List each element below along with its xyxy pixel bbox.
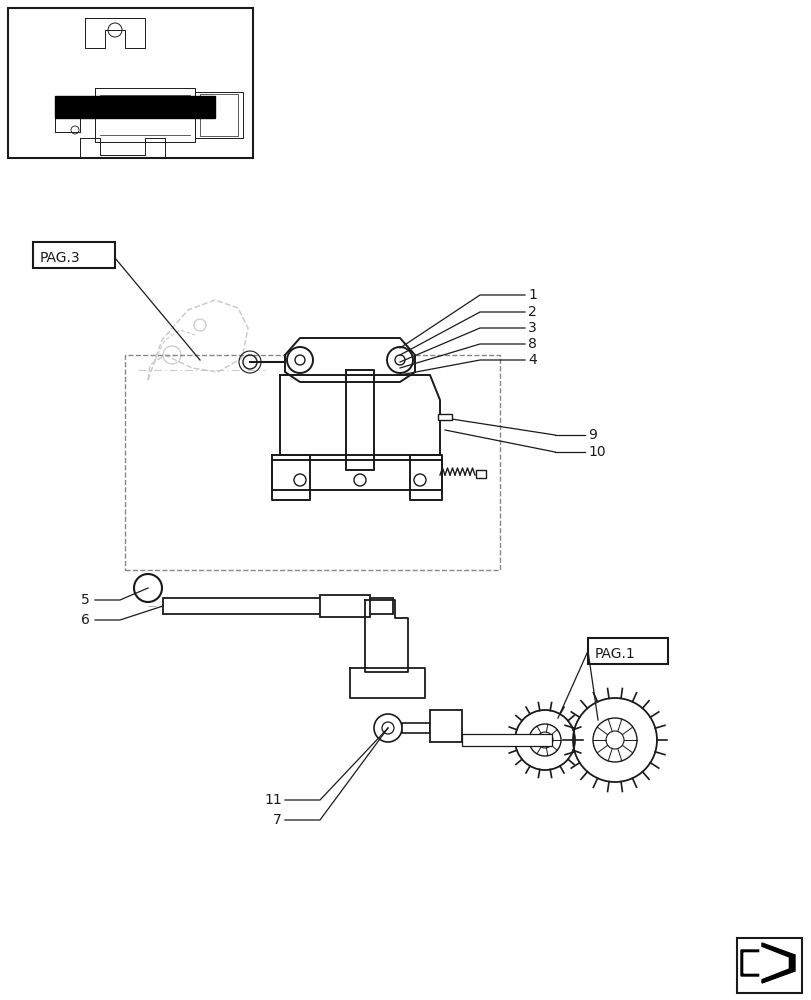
Text: 3: 3 xyxy=(527,321,536,335)
Bar xyxy=(163,598,393,614)
Bar xyxy=(430,710,461,742)
Text: 5: 5 xyxy=(81,593,90,607)
Polygon shape xyxy=(345,370,374,470)
Polygon shape xyxy=(272,460,441,490)
Bar xyxy=(8,8,253,158)
Text: 6: 6 xyxy=(81,613,90,627)
Polygon shape xyxy=(410,455,441,500)
Bar xyxy=(461,734,551,746)
Text: 9: 9 xyxy=(587,428,596,442)
Text: 7: 7 xyxy=(273,813,281,827)
Bar xyxy=(320,595,370,617)
Bar xyxy=(736,938,801,993)
Text: 2: 2 xyxy=(527,305,536,319)
Polygon shape xyxy=(365,600,407,672)
Bar xyxy=(200,94,238,136)
Text: PAG.3: PAG.3 xyxy=(40,251,80,265)
Bar xyxy=(587,638,667,664)
Bar xyxy=(55,96,215,118)
Text: 10: 10 xyxy=(587,445,605,459)
Polygon shape xyxy=(272,455,310,500)
Text: 11: 11 xyxy=(264,793,281,807)
Bar xyxy=(33,242,115,268)
Polygon shape xyxy=(285,338,414,382)
Polygon shape xyxy=(280,375,440,455)
Polygon shape xyxy=(350,668,424,698)
Bar xyxy=(437,414,452,420)
Bar xyxy=(125,355,500,570)
Text: 4: 4 xyxy=(527,353,536,367)
Polygon shape xyxy=(740,943,794,983)
Text: PAG.1: PAG.1 xyxy=(594,647,635,661)
Text: 8: 8 xyxy=(527,337,536,351)
Polygon shape xyxy=(743,947,787,979)
Bar xyxy=(475,470,486,478)
Bar xyxy=(195,92,242,138)
Text: 1: 1 xyxy=(527,288,536,302)
Bar xyxy=(401,723,430,733)
